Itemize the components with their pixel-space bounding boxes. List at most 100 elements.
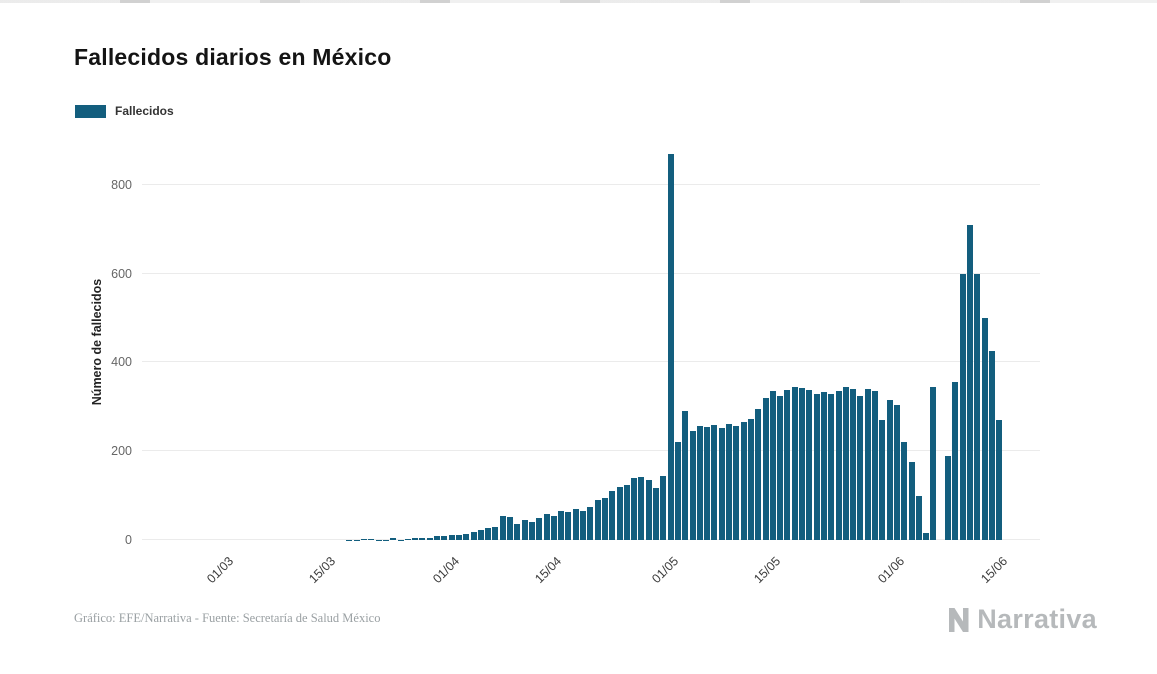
bar [908,462,915,540]
x-tick-label: 15/05 [751,554,784,587]
narrativa-logo: Narrativa [945,604,1097,635]
bar [996,420,1003,540]
bar [514,524,521,540]
gridline [142,361,1040,363]
bar [507,516,514,540]
bar [689,431,696,540]
bar [930,386,937,540]
bar [623,484,630,540]
bar [718,428,725,540]
bar [536,517,543,540]
bar [806,390,813,540]
bar [499,515,506,540]
bar [550,515,557,540]
bar [726,423,733,540]
bar [361,539,367,540]
bar [740,422,747,540]
bar [660,475,667,540]
bar [434,536,441,540]
bar [412,538,419,540]
bar [645,480,652,540]
bar [594,500,601,540]
bar [850,389,857,540]
bar [791,386,798,540]
plot-area [142,145,1040,540]
bar [820,392,827,540]
bar [477,530,484,540]
bar [769,391,776,540]
bar [521,520,528,540]
bar [368,539,375,540]
bar [762,397,769,540]
bar [404,539,411,540]
bar [426,538,433,540]
bar [886,400,893,540]
bar [893,404,900,540]
bar [799,388,806,540]
bar [631,477,638,540]
bar [784,390,791,540]
bar [974,273,981,540]
bar [682,411,689,540]
bar [733,425,740,540]
bar [696,425,703,540]
bar [653,488,660,540]
y-tick-label: 400 [111,355,132,370]
bar [558,511,565,540]
bar [674,442,681,540]
x-tick-label: 01/03 [203,554,236,587]
y-tick-label: 0 [125,533,132,547]
x-tick-label: 01/04 [430,554,463,587]
bar [923,533,930,540]
bar [638,476,645,540]
bar [441,536,448,540]
bar [587,506,594,540]
bar [952,382,959,540]
bar [872,391,879,540]
bar [857,395,864,540]
gridline [142,183,1040,185]
bar [879,420,886,540]
bar [755,409,762,540]
bar [580,511,587,540]
bar [828,393,835,540]
bar [470,532,477,540]
bar [711,424,718,540]
bar [915,495,922,540]
bar [616,486,623,540]
bar [455,534,462,540]
bar [864,389,871,540]
bar [988,351,995,540]
bar [777,395,784,540]
x-tick-label: 15/03 [306,554,339,587]
bar [747,419,754,540]
legend-item-fallecidos[interactable]: Fallecidos [75,104,174,118]
y-tick-labels: 0 200 400 600 800 [90,145,132,547]
bar [448,535,455,540]
legend-swatch [75,104,106,118]
bar [463,533,470,540]
bar [835,391,842,540]
chart-title: Fallecidos diarios en México [74,44,392,70]
narrativa-logo-text: Narrativa [977,604,1097,634]
bar [945,455,952,540]
x-tick-label: 15/06 [977,554,1010,587]
bar [492,526,499,540]
gridline [142,450,1040,452]
gridline [142,272,1040,274]
bar [609,491,616,540]
bar [601,497,608,540]
bar [390,538,397,540]
y-tick-label: 800 [111,177,132,192]
y-tick-label: 200 [111,444,132,459]
bar [667,153,674,540]
x-tick-label: 01/06 [875,554,908,587]
narrativa-logo-icon [949,607,969,632]
y-tick-label: 600 [111,266,132,281]
bar [572,508,579,540]
x-tick-labels: 01/03 15/03 01/04 15/04 01/05 15/05 01/06 15/06 [142,548,1040,608]
bar [485,527,492,540]
bars-layer [142,145,1040,540]
bar [419,538,426,540]
